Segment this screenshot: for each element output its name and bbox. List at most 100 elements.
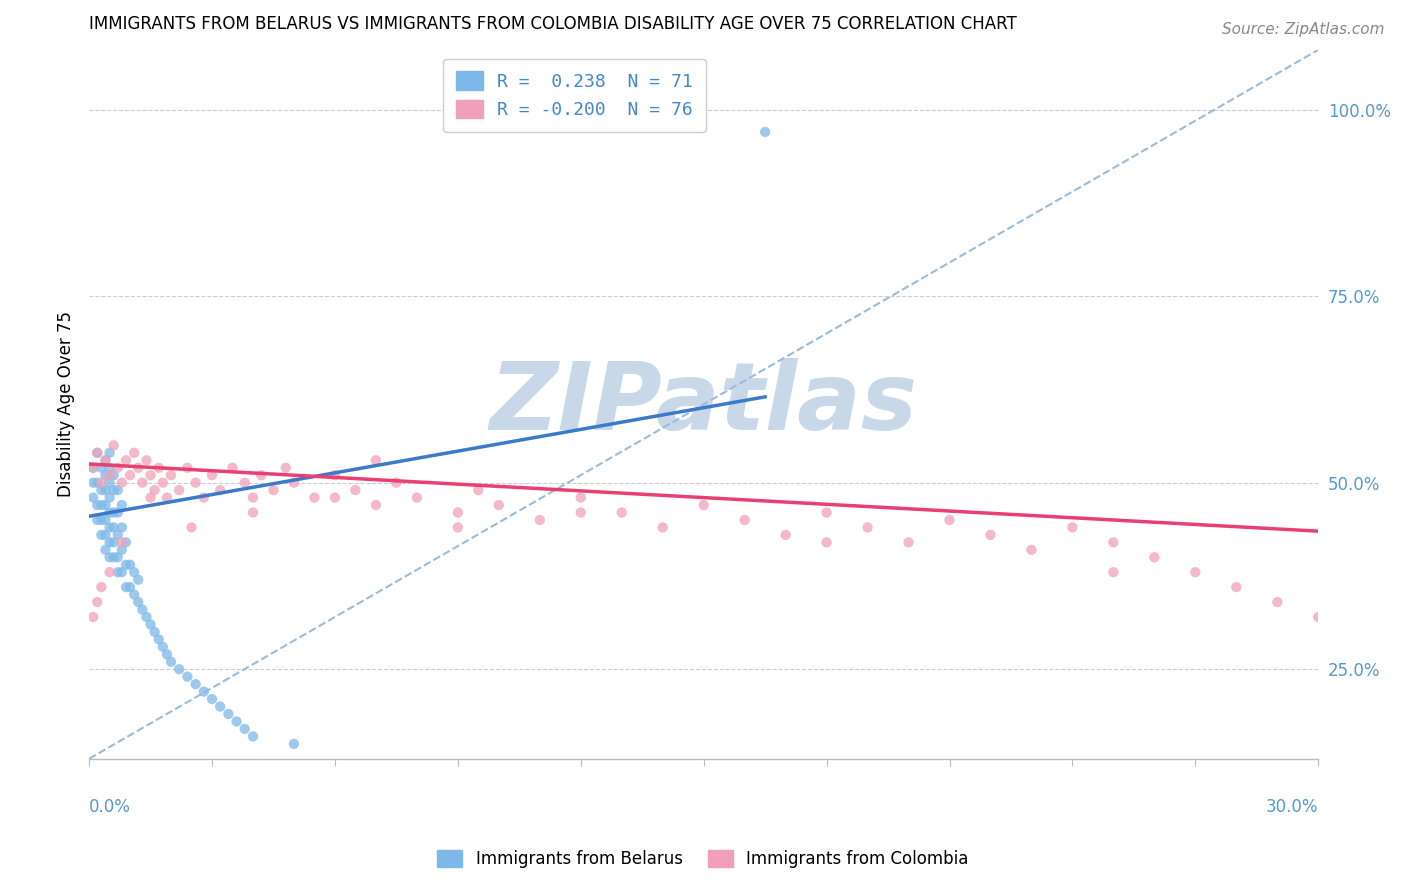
- Point: [897, 535, 920, 549]
- Point: [447, 520, 470, 534]
- Point: [323, 468, 346, 483]
- Point: [274, 460, 297, 475]
- Point: [127, 460, 149, 475]
- Text: 0.0%: 0.0%: [89, 797, 131, 816]
- Point: [94, 483, 117, 497]
- Point: [86, 446, 108, 460]
- Point: [364, 498, 387, 512]
- Point: [107, 565, 129, 579]
- Point: [135, 453, 157, 467]
- Point: [98, 475, 121, 490]
- Point: [184, 475, 207, 490]
- Point: [152, 475, 174, 490]
- Point: [122, 588, 145, 602]
- Point: [180, 520, 202, 534]
- Point: [122, 565, 145, 579]
- Point: [94, 542, 117, 557]
- Point: [94, 528, 117, 542]
- Point: [610, 506, 633, 520]
- Point: [103, 550, 125, 565]
- Point: [82, 460, 104, 475]
- Point: [1225, 580, 1247, 594]
- Point: [90, 460, 112, 475]
- Point: [98, 506, 121, 520]
- Point: [118, 558, 141, 572]
- Point: [488, 498, 510, 512]
- Point: [98, 468, 121, 483]
- Point: [167, 483, 190, 497]
- Point: [979, 528, 1001, 542]
- Point: [201, 468, 224, 483]
- Point: [139, 617, 162, 632]
- Point: [118, 468, 141, 483]
- Point: [1308, 610, 1330, 624]
- Text: 30.0%: 30.0%: [1265, 797, 1319, 816]
- Point: [90, 513, 112, 527]
- Point: [82, 460, 104, 475]
- Point: [86, 446, 108, 460]
- Point: [82, 491, 104, 505]
- Point: [447, 506, 470, 520]
- Point: [209, 483, 232, 497]
- Point: [201, 692, 224, 706]
- Point: [98, 460, 121, 475]
- Point: [135, 610, 157, 624]
- Point: [304, 491, 326, 505]
- Point: [115, 558, 138, 572]
- Point: [323, 491, 346, 505]
- Point: [115, 535, 138, 549]
- Point: [90, 475, 112, 490]
- Point: [86, 513, 108, 527]
- Point: [344, 483, 367, 497]
- Point: [127, 595, 149, 609]
- Point: [127, 573, 149, 587]
- Point: [734, 513, 756, 527]
- Point: [148, 632, 170, 647]
- Point: [283, 475, 305, 490]
- Point: [111, 520, 134, 534]
- Point: [122, 446, 145, 460]
- Text: IMMIGRANTS FROM BELARUS VS IMMIGRANTS FROM COLOMBIA DISABILITY AGE OVER 75 CORRE: IMMIGRANTS FROM BELARUS VS IMMIGRANTS FR…: [89, 15, 1017, 33]
- Point: [103, 468, 125, 483]
- Point: [242, 730, 264, 744]
- Point: [115, 580, 138, 594]
- Point: [651, 520, 673, 534]
- Point: [111, 475, 134, 490]
- Point: [193, 684, 215, 698]
- Point: [94, 513, 117, 527]
- Point: [86, 498, 108, 512]
- Point: [262, 483, 284, 497]
- Point: [1102, 565, 1125, 579]
- Point: [103, 483, 125, 497]
- Point: [184, 677, 207, 691]
- Point: [529, 513, 551, 527]
- Legend: Immigrants from Belarus, Immigrants from Colombia: Immigrants from Belarus, Immigrants from…: [430, 843, 976, 875]
- Legend: R =  0.238  N = 71, R = -0.200  N = 76: R = 0.238 N = 71, R = -0.200 N = 76: [443, 59, 706, 132]
- Point: [1184, 565, 1206, 579]
- Point: [193, 491, 215, 505]
- Point: [156, 648, 179, 662]
- Point: [233, 475, 256, 490]
- Point: [1143, 550, 1166, 565]
- Point: [815, 506, 838, 520]
- Point: [364, 453, 387, 467]
- Point: [283, 737, 305, 751]
- Point: [1062, 520, 1084, 534]
- Point: [131, 602, 153, 616]
- Point: [98, 535, 121, 549]
- Point: [90, 498, 112, 512]
- Point: [107, 528, 129, 542]
- Point: [98, 520, 121, 534]
- Point: [209, 699, 232, 714]
- Point: [115, 453, 138, 467]
- Point: [405, 491, 427, 505]
- Point: [856, 520, 879, 534]
- Point: [98, 491, 121, 505]
- Point: [111, 498, 134, 512]
- Point: [385, 475, 408, 490]
- Y-axis label: Disability Age Over 75: Disability Age Over 75: [58, 311, 75, 498]
- Point: [90, 528, 112, 542]
- Point: [111, 535, 134, 549]
- Point: [1102, 535, 1125, 549]
- Point: [103, 506, 125, 520]
